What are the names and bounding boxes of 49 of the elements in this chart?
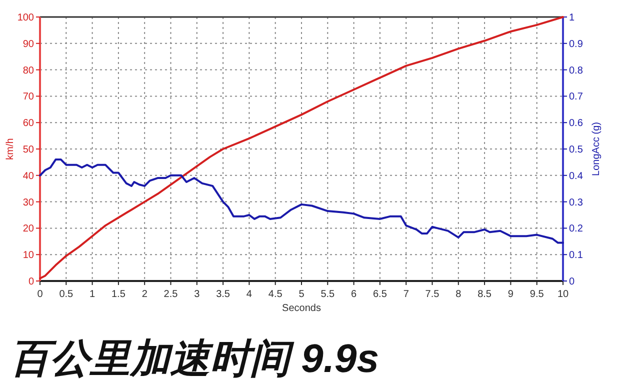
x-tick-label: 6 — [351, 289, 358, 300]
y-tick-label: 20 — [22, 224, 34, 235]
x-tick-label: 6.5 — [372, 289, 388, 300]
text: 百公里加速时间 9.9s — [10, 337, 379, 381]
y2-tick-label: 0.7 — [569, 92, 584, 103]
y-tick-label: 60 — [22, 118, 34, 130]
y-tick-label: 70 — [22, 92, 34, 103]
x-tick-label: 1.5 — [111, 289, 126, 300]
x-tick-label: 2 — [142, 289, 148, 300]
x-tick-label: 5.5 — [320, 289, 336, 300]
y-tick-label: 50 — [22, 144, 34, 156]
x-tick-label: 4.5 — [268, 289, 283, 300]
y2-axis-title: LongAcc (g) — [591, 122, 602, 176]
y2-tick-label: 0 — [569, 276, 575, 288]
y-tick-label: 100 — [17, 12, 34, 24]
x-tick-label: 7.5 — [425, 289, 440, 300]
x-tick-label: 2.5 — [164, 289, 178, 300]
x-tick-label: 0 — [37, 289, 44, 300]
x-tick-label: 7 — [403, 289, 410, 300]
y2-tick-label: 0.9 — [569, 38, 584, 50]
x-tick-label: 8.5 — [478, 289, 492, 300]
x-tick-label: 0.5 — [59, 289, 74, 300]
x-axis-title: Seconds — [282, 303, 321, 314]
y-tick-label: 90 — [22, 38, 34, 50]
y2-tick-label: 0.3 — [569, 197, 584, 208]
y-tick-label: 40 — [22, 170, 34, 182]
x-tick-label: 3.5 — [216, 289, 230, 300]
x-tick-label: 5 — [298, 289, 305, 300]
y2-tick-label: 0.5 — [569, 144, 584, 156]
y2-tick-label: 1 — [569, 12, 575, 24]
y2-tick-label: 0.8 — [569, 65, 584, 76]
x-tick-label: 3 — [194, 289, 200, 300]
x-tick-label: 4 — [246, 289, 252, 300]
y-tick-label: 30 — [22, 197, 34, 208]
line-series — [39, 158, 564, 244]
y2-tick-label: 0.1 — [569, 250, 584, 262]
y2-tick-label: 0.2 — [569, 224, 584, 235]
line-series — [39, 16, 564, 280]
y-tick-label: 10 — [22, 250, 34, 262]
y-tick-label: 0 — [28, 276, 34, 288]
x-tick-label: 9.5 — [530, 289, 544, 300]
x-tick-label: 8 — [456, 289, 462, 300]
y2-tick-label: 0.6 — [569, 118, 584, 130]
y-axis-title: km/h — [5, 138, 16, 160]
x-tick-label: 9 — [508, 289, 514, 300]
x-tick-label: 1 — [90, 289, 96, 300]
y-tick-label: 80 — [22, 65, 34, 76]
y2-tick-label: 0.4 — [569, 170, 584, 182]
x-tick-label: 10 — [557, 289, 569, 300]
